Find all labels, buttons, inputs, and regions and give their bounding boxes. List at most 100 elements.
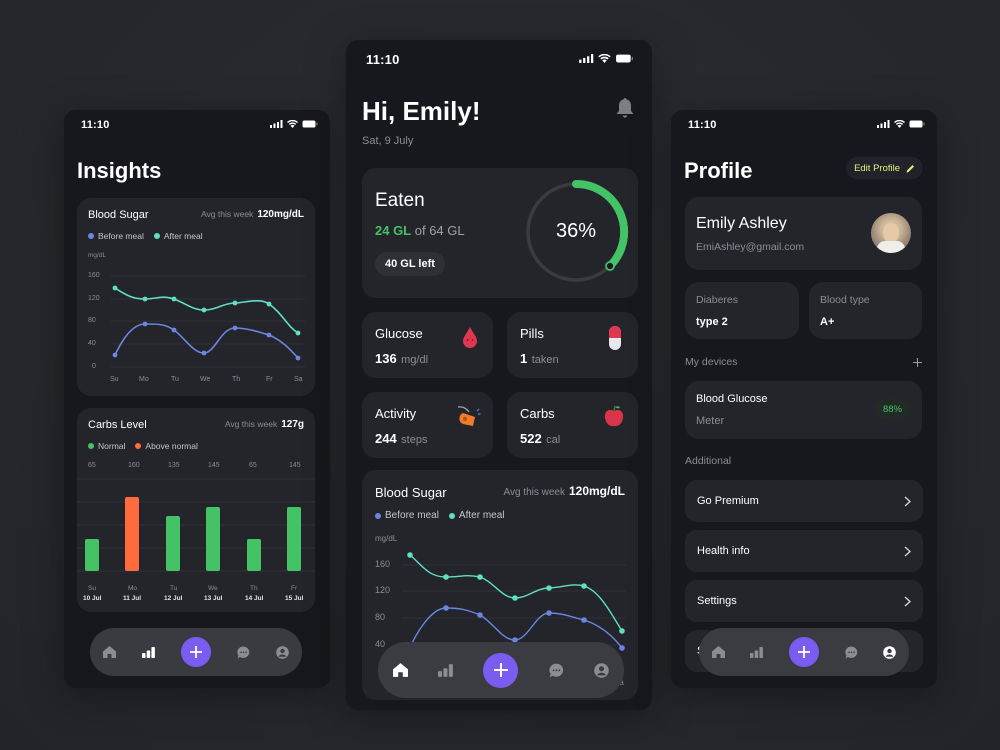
avatar <box>871 213 911 253</box>
home-icon[interactable] <box>393 663 409 677</box>
carbs-card[interactable]: Carbs 522 cal <box>507 392 638 458</box>
avg-summary: Avg this week 120mg/dL <box>503 484 625 498</box>
wifi-icon <box>598 54 611 63</box>
battery-icon <box>909 120 925 128</box>
blood-sugar-line-chart <box>402 552 626 658</box>
menu-settings[interactable]: Settings <box>685 580 923 622</box>
chart-legend: Normal Above normal <box>88 441 198 451</box>
stat-title: Activity <box>375 406 417 421</box>
status-time: 11:10 <box>688 119 717 131</box>
apple-icon <box>604 405 624 427</box>
stats-icon[interactable] <box>750 646 764 658</box>
legend-before-meal: Before meal <box>375 510 439 521</box>
user-card[interactable]: Emily Ashley EmiAshley@gmail.com <box>685 197 922 270</box>
eaten-title: Eaten <box>375 190 425 211</box>
y-axis-unit: mg/dL <box>375 534 398 543</box>
plus-icon <box>797 646 810 658</box>
chevron-right-icon <box>904 596 911 606</box>
avg-value: 127g <box>281 419 304 430</box>
page-title: Profile <box>684 158 753 183</box>
avg-label: Avg this week <box>503 487 565 498</box>
blood-sugar-line-chart <box>111 275 305 368</box>
info-label: Blood type <box>820 294 870 306</box>
profile-icon[interactable] <box>276 645 289 659</box>
diabetes-card: Diaberes type 2 <box>685 282 799 339</box>
greeting-title: Hi, Emily! <box>362 96 481 126</box>
chat-icon[interactable] <box>844 645 858 659</box>
info-value: type 2 <box>696 316 728 328</box>
battery-icon <box>616 54 634 63</box>
battery-icon <box>302 120 318 128</box>
add-button[interactable] <box>483 652 519 688</box>
y-axis-unit: mg/dL <box>88 252 107 259</box>
page-title: Insights <box>77 158 162 183</box>
profile-icon[interactable] <box>883 645 896 659</box>
stats-icon[interactable] <box>438 663 454 677</box>
menu-health-info[interactable]: Health info <box>685 530 923 572</box>
add-device-icon[interactable] <box>913 358 922 367</box>
avg-label: Avg this week <box>201 209 254 219</box>
status-bar: 11:10 <box>671 110 937 146</box>
avg-value: 120mg/dL <box>568 484 625 498</box>
chat-icon[interactable] <box>237 645 250 659</box>
profile-icon[interactable] <box>594 662 609 678</box>
chevron-right-icon <box>904 496 911 506</box>
signal-icon <box>579 54 594 63</box>
edit-profile-button[interactable]: Edit Profile <box>846 157 923 179</box>
chart-legend: Before meal After meal <box>375 510 505 521</box>
status-time: 11:10 <box>366 52 400 67</box>
info-label: Diaberes <box>696 294 739 306</box>
home-icon[interactable] <box>103 646 116 658</box>
stat-title: Glucose <box>375 326 423 341</box>
avg-summary: Avg this week 120mg/dL <box>201 209 304 220</box>
legend-after-meal: After meal <box>153 231 203 241</box>
glucose-card[interactable]: Glucose 136 mg/dl <box>362 312 493 378</box>
card-title: Carbs Level <box>88 419 147 431</box>
stats-icon[interactable] <box>142 646 155 658</box>
eaten-progress-text: 24 GL of 64 GL <box>375 223 465 238</box>
pills-card[interactable]: Pills 1 taken <box>507 312 638 378</box>
my-devices-label: My devices <box>685 356 738 368</box>
bell-icon[interactable] <box>616 97 634 119</box>
additional-label: Additional <box>685 455 732 467</box>
stat-value: 522 cal <box>520 431 561 446</box>
battery-badge: 88% <box>874 399 910 419</box>
menu-go-premium[interactable]: Go Premium <box>685 480 923 522</box>
progress-percent: 36% <box>555 220 597 242</box>
blood-sugar-card: Blood Sugar Avg this week 120mg/dL Befor… <box>77 198 315 396</box>
legend-before-meal: Before meal <box>88 231 144 241</box>
wifi-icon <box>894 120 905 128</box>
bottom-nav <box>699 628 909 676</box>
card-title: Blood Sugar <box>375 485 447 500</box>
legend-normal: Normal <box>88 441 125 451</box>
activity-card[interactable]: Activity 244 steps <box>362 392 493 458</box>
chart-legend: Before meal After meal <box>88 231 203 241</box>
status-icons <box>579 54 634 63</box>
avg-summary: Avg this week 127g <box>225 419 304 430</box>
device-card[interactable]: Blood Glucose Meter 88% <box>685 381 922 439</box>
home-icon[interactable] <box>711 646 725 658</box>
eaten-card[interactable]: Eaten 24 GL of 64 GL 40 GL left 36% <box>362 168 638 298</box>
status-icons <box>270 120 318 128</box>
user-email: EmiAshley@gmail.com <box>696 241 805 253</box>
status-bar: 11:10 <box>346 40 652 76</box>
status-time: 11:10 <box>81 119 110 131</box>
bottom-nav <box>90 628 302 676</box>
add-button[interactable] <box>181 637 211 667</box>
blood-drop-icon <box>463 327 477 348</box>
chat-icon[interactable] <box>549 663 564 678</box>
gl-left-badge: 40 GL left <box>375 252 445 276</box>
bottom-nav <box>378 642 624 698</box>
add-button[interactable] <box>788 637 819 667</box>
carbs-level-card: Carbs Level Avg this week 127g Normal Ab… <box>77 408 315 612</box>
legend-above-normal: Above normal <box>135 441 198 451</box>
device-name: Blood Glucose <box>696 393 768 405</box>
pencil-icon <box>906 164 914 172</box>
plus-icon <box>190 646 202 658</box>
chevron-right-icon <box>904 546 911 556</box>
status-bar: 11:10 <box>64 110 330 146</box>
legend-after-meal: After meal <box>448 510 505 521</box>
whistle-icon <box>457 406 481 426</box>
avg-label: Avg this week <box>224 419 278 429</box>
eaten-consumed: 24 GL <box>375 223 412 238</box>
